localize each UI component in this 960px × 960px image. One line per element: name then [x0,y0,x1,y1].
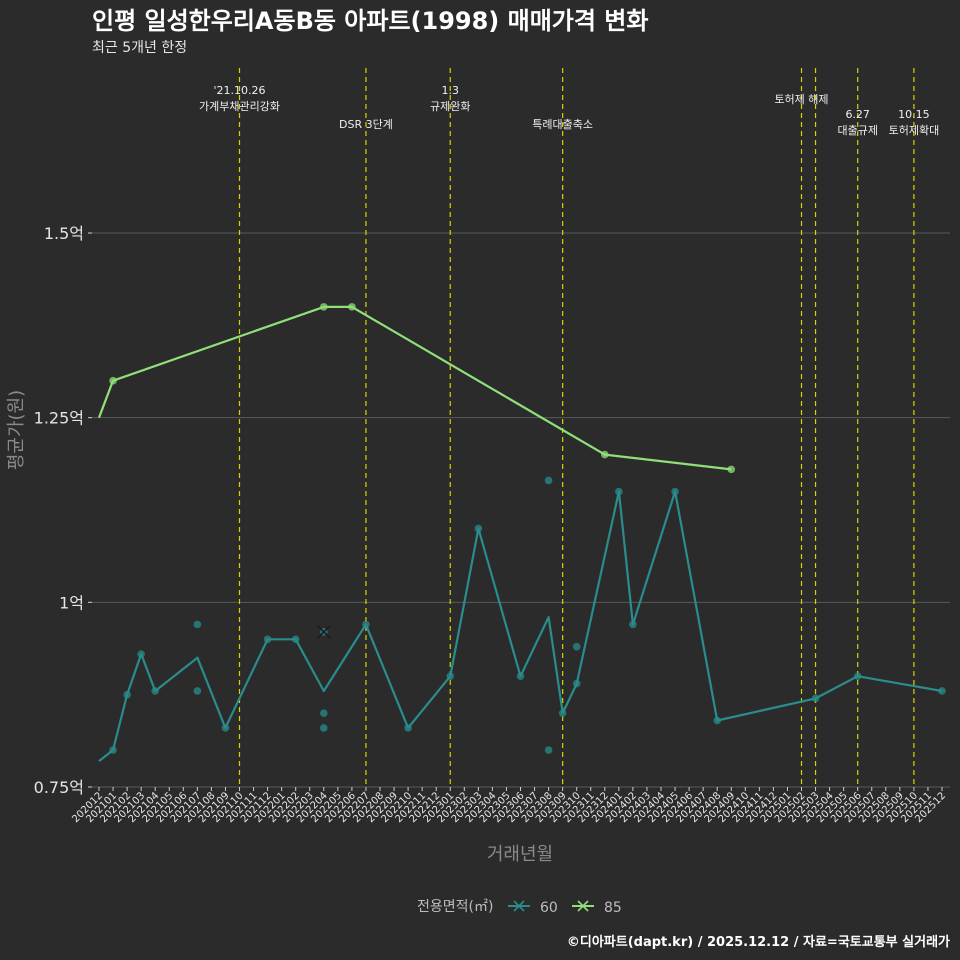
data-point-60 [291,635,300,644]
y-tick-label: 1억 [59,593,84,612]
data-point-60 [221,724,230,732]
data-point-60 [938,687,946,695]
data-point-60 [572,642,581,651]
data-point-85 [348,303,356,311]
x-axis-title: 거래년월 [487,844,553,865]
data-point-60 [404,724,412,732]
cross-marker-60 [317,625,331,639]
event-label: 가계부채관리강화 [199,100,280,113]
data-point-60 [544,746,553,754]
caption: ©디아파트(dapt.kr) / 2025.12.12 / 자료=국토교통부 실… [567,934,950,950]
data-point-60 [558,709,567,717]
data-point-85 [601,450,609,459]
data-point-85 [109,376,117,385]
data-point-60 [615,487,623,496]
data-point-60 [320,724,328,732]
event-label: 대출규제 [837,124,877,137]
x-axis: 2020122021012021022021032021042021052021… [70,786,950,825]
event-label: 특례대출축소 [532,118,593,131]
legend-title: 전용면적(㎡) [417,899,493,915]
data-point-85 [320,303,328,311]
gridlines [92,232,950,788]
y-axis: 0.75억 1억 1.25억 1.5억 [34,224,92,797]
event-label: DSR 3단계 [339,118,393,131]
data-point-60 [572,679,581,688]
data-point-60 [446,672,455,680]
data-point-60 [362,620,370,629]
data-point-60 [151,687,159,695]
data-point-60 [320,709,328,717]
data-point-60 [811,694,820,703]
series-line-85 [97,305,732,471]
data-point-60 [193,620,202,629]
event-label: 규제완화 [430,100,470,113]
event-label: 6.27 [845,108,870,121]
series-layer [97,303,946,762]
y-tick-label: 1.5억 [44,224,84,243]
data-point-60 [544,476,553,485]
legend-label-85: 85 [604,900,622,916]
legend-marker-60 [513,900,525,912]
data-point-60 [263,635,272,644]
y-tick-label: 0.75억 [34,778,84,797]
y-axis-title: 평균가(원) [6,390,27,470]
data-point-60 [137,650,145,658]
legend: 전용면적(㎡) 60 85 [417,899,622,916]
data-point-60 [109,746,117,754]
event-label: 토허제 해제 [774,92,828,106]
legend-marker-85 [577,900,589,912]
event-label: '21.10.26 [213,84,265,97]
event-label: 토허제확대 [889,124,940,137]
data-point-60 [629,620,637,629]
data-point-60 [671,487,679,496]
data-point-60 [193,687,202,695]
data-point-60 [713,716,721,725]
data-point-85 [727,465,736,474]
data-point-60 [516,672,525,680]
event-label: 1.3 [442,84,460,97]
legend-label-60: 60 [540,900,558,916]
chart-title: 인평 일성한우리A동B동 아파트(1998) 매매가격 변화 [92,7,648,35]
chart-subtitle: 최근 5개년 한정 [92,40,187,56]
data-point-60 [474,524,483,533]
event-label: 10.15 [898,108,930,121]
data-point-60 [123,690,131,699]
y-tick-label: 1.25억 [34,409,84,428]
data-point-60 [853,672,862,680]
